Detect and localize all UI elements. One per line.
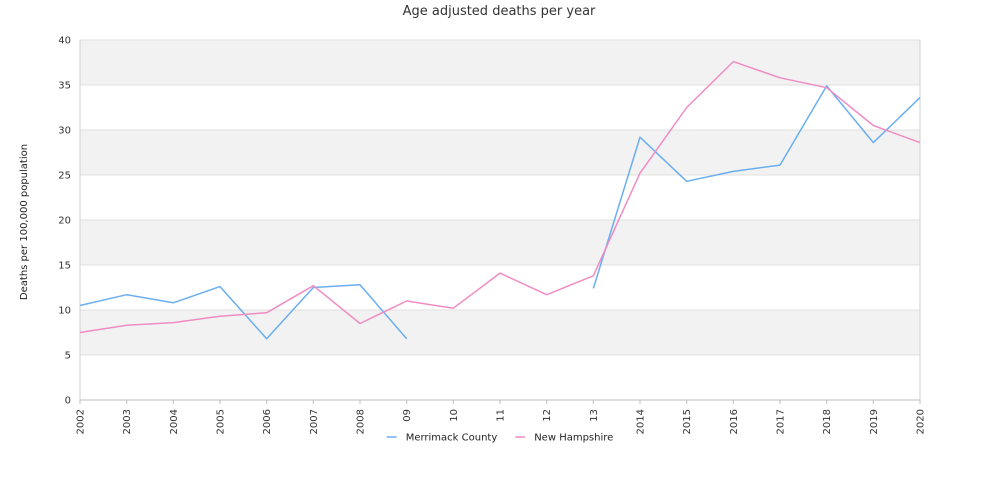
y-tick-label: 25 [58, 171, 71, 182]
grid-band [80, 130, 920, 175]
y-tick-labels: 0 5 10 15 20 25 30 35 40 [58, 36, 71, 407]
series-line-new-hampshire [79, 60, 921, 334]
y-tick-label: 15 [58, 261, 71, 272]
x-tick-label: 2016 [729, 409, 740, 434]
x-tick-label: 2005 [216, 409, 227, 434]
grid-band [80, 85, 920, 130]
x-tick-label: 2003 [122, 409, 133, 434]
grid-band [80, 310, 920, 355]
x-tick-label: 2014 [636, 409, 647, 434]
x-tick-label: 09 [402, 409, 413, 422]
x-tick-label: 2004 [169, 409, 180, 434]
x-tick-label: 2007 [309, 409, 320, 434]
legend-item-merrimack-county: Merrimack County [386, 433, 498, 444]
x-tick-label: 2002 [76, 409, 87, 434]
x-tick-label: 2017 [776, 409, 787, 434]
legend-label: New Hampshire [534, 433, 613, 444]
y-tick-label: 35 [58, 81, 71, 92]
x-tick-label: 11 [496, 409, 507, 422]
y-tick-label: 30 [58, 126, 71, 137]
y-axis-title: Deaths per 100,000 population [19, 144, 30, 300]
grid-band [80, 220, 920, 265]
series-lines [79, 60, 921, 340]
y-tick-label: 5 [65, 351, 71, 362]
y-tick-label: 40 [58, 36, 71, 47]
chart-title: Age adjusted deaths per year [403, 4, 596, 19]
y-tick-label: 0 [65, 396, 71, 407]
grid-band [80, 265, 920, 310]
x-tick-label: 13 [589, 409, 600, 422]
legend: Merrimack County New Hampshire [386, 433, 613, 444]
x-tick-labels: 2002 2003 2004 2005 2006 2007 2008 09 10 11 12 13 20… [76, 400, 927, 434]
x-tick-label: 2020 [916, 409, 927, 434]
x-tick-label: 12 [542, 409, 553, 422]
series-line-merrimack-county [79, 85, 921, 340]
x-tick-label: 2008 [356, 409, 367, 434]
x-tick-label: 10 [449, 409, 460, 422]
x-tick-label: 2015 [682, 409, 693, 434]
grid-bands [80, 40, 920, 400]
x-tick-label: 2006 [262, 409, 273, 434]
legend-label: Merrimack County [406, 433, 498, 444]
legend-item-new-hampshire: New Hampshire [515, 433, 613, 444]
x-tick-label: 2018 [822, 409, 833, 434]
grid-band [80, 40, 920, 85]
y-tick-label: 20 [58, 216, 71, 227]
y-tick-label: 10 [58, 306, 71, 317]
x-tick-label: 2019 [869, 409, 880, 434]
grid-band [80, 355, 920, 400]
grid-band [80, 175, 920, 220]
